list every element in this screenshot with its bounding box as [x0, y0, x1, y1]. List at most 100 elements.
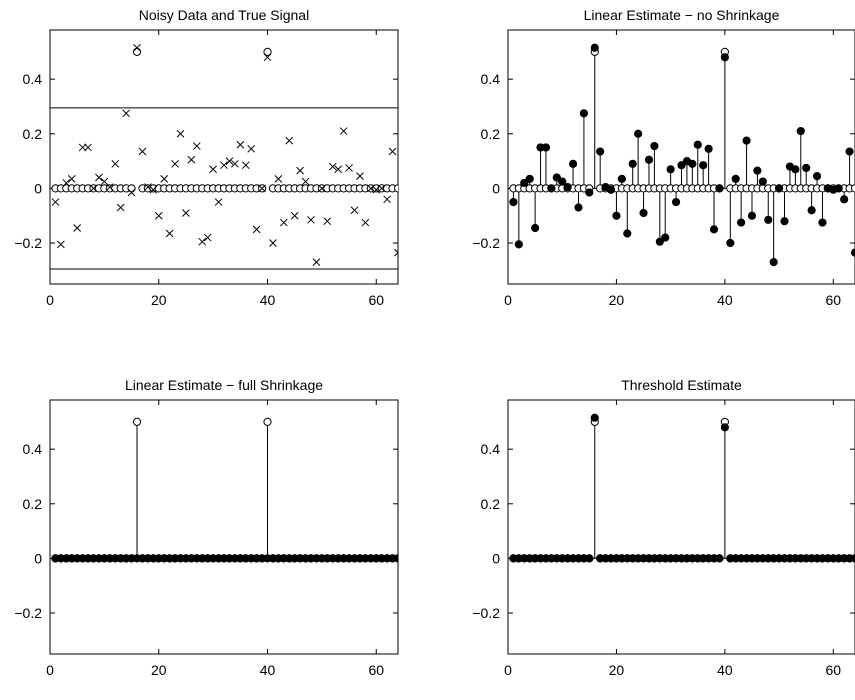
y-tick-label: 0.2: [481, 126, 501, 142]
x-tick-label: 20: [609, 662, 625, 678]
estimate-point: [693, 140, 702, 149]
noisy-data-point: [225, 157, 234, 165]
noisy-data-point: [274, 174, 283, 183]
true-signal-point: [263, 47, 272, 56]
estimate-point: [677, 161, 686, 170]
noisy-data-point: [350, 206, 359, 215]
noisy-data-point: [252, 225, 261, 234]
plot-area: [50, 43, 398, 270]
estimate-point: [585, 554, 594, 563]
estimate-point: [525, 174, 534, 183]
estimate-point: [563, 182, 572, 192]
noisy-data-point: [51, 198, 60, 206]
estimate-point: [850, 554, 855, 563]
x-tick-label: 40: [260, 292, 276, 308]
x-tick-label: 60: [826, 292, 842, 308]
plot-frame: [49, 399, 399, 655]
x-tick-label: 20: [151, 662, 167, 678]
noisy-data-point: [247, 144, 256, 153]
x-tick-label: 40: [717, 292, 733, 308]
noisy-data-point: [95, 173, 103, 182]
noisy-data-point: [214, 198, 223, 206]
noisy-data-point: [89, 184, 98, 193]
noisy-data-point: [377, 184, 386, 193]
estimate-point: [845, 147, 854, 156]
noisy-data-point: [388, 147, 397, 156]
noisy-data-point: [116, 203, 125, 212]
estimate-point: [720, 423, 729, 432]
chart-panel-4: Threshold Estimate 0 20 40 60 −0.2 0 0.2 0.4: [472, 377, 855, 678]
y-tick-label: 0.2: [23, 126, 43, 142]
noisy-data-point: [258, 184, 266, 193]
estimate-point: [731, 174, 740, 183]
noisy-data-point: [57, 240, 65, 249]
estimate-point: [650, 141, 659, 151]
estimate-point: [812, 172, 822, 181]
plot-frame: [507, 29, 855, 285]
noisy-data-point: [149, 185, 158, 194]
x-tick-label: 0: [46, 662, 54, 678]
noisy-data-point: [78, 143, 87, 152]
y-tick-label: 0.4: [23, 71, 43, 87]
estimate-point: [590, 413, 599, 422]
true-signal-point: [127, 184, 136, 193]
noisy-data-point: [171, 159, 179, 168]
plot-frame: [49, 29, 399, 285]
estimate-point: [818, 218, 827, 227]
noisy-data-point: [133, 43, 141, 52]
x-tick-label: 20: [151, 292, 167, 308]
estimate-point: [791, 165, 800, 174]
estimate-point: [655, 237, 664, 246]
estimate-point: [796, 126, 805, 136]
estimate-point: [769, 258, 778, 267]
estimate-point: [671, 197, 681, 207]
noisy-data-point: [198, 237, 207, 246]
estimate-point: [780, 217, 789, 226]
x-tick-label: 0: [504, 662, 512, 678]
chart-panel-1: Noisy Data and True Signal 0 20 40 60 −0.2 0 0.…: [14, 7, 399, 308]
true-signal-point: [132, 47, 142, 56]
y-tick-label: 0: [34, 550, 42, 566]
estimate-point: [634, 129, 643, 138]
estimate-point: [709, 225, 719, 234]
chart-title: Linear Estimate − full Shrinkage: [125, 377, 323, 393]
estimate-point: [747, 211, 757, 220]
noisy-data-point: [138, 147, 147, 156]
estimate-point: [699, 161, 708, 170]
estimate-point: [758, 177, 767, 186]
noisy-data-point: [67, 174, 76, 183]
noisy-data-point: [345, 164, 353, 172]
x-tick-label: 40: [717, 662, 733, 678]
noisy-data-point: [334, 165, 343, 174]
noisy-data-point: [318, 184, 326, 193]
noisy-data-point: [111, 159, 120, 168]
plot-area: [509, 413, 855, 563]
y-tick-label: 0: [492, 550, 500, 566]
chart-title: Threshold Estimate: [621, 377, 742, 393]
noisy-data-point: [187, 155, 196, 164]
noisy-data-point: [165, 229, 174, 238]
estimate-point: [568, 159, 578, 168]
estimate-point: [639, 208, 648, 218]
estimate-point: [774, 184, 784, 193]
estimate-point: [590, 43, 599, 52]
noisy-data-point: [301, 177, 310, 186]
noisy-data-point: [122, 109, 130, 118]
estimate-point: [531, 223, 540, 233]
estimate-point: [612, 211, 621, 220]
estimate-point: [585, 188, 594, 197]
noisy-data-point: [192, 142, 201, 150]
estimate-point: [715, 554, 724, 563]
x-tick-label: 0: [504, 292, 512, 308]
noisy-data-point: [383, 195, 391, 204]
noisy-data-point: [182, 209, 190, 217]
x-tick-label: 20: [609, 292, 625, 308]
noisy-data-point: [328, 162, 337, 171]
y-tick-label: 0.4: [23, 441, 43, 457]
noisy-data-point: [209, 165, 217, 174]
noisy-data-point: [263, 53, 272, 62]
estimate-point: [840, 195, 849, 204]
estimate-point: [509, 197, 518, 207]
y-tick-label: −0.2: [472, 605, 500, 621]
